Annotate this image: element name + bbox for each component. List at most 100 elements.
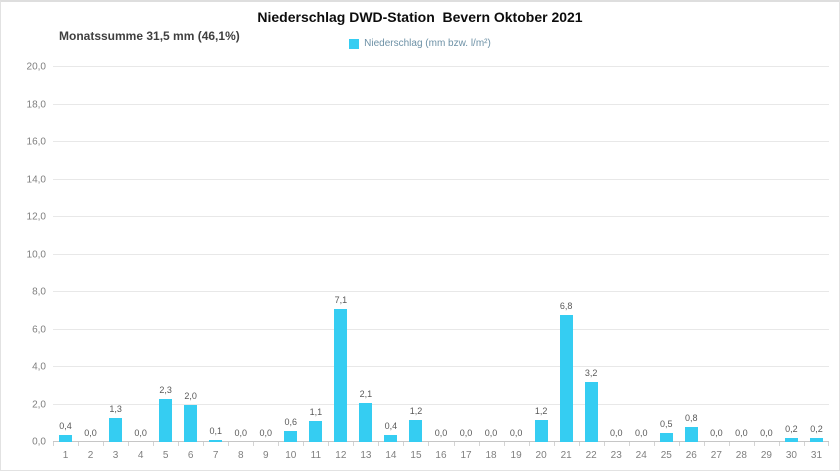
bar-column: 0,0 xyxy=(78,67,103,442)
bar-value-label: 0,0 xyxy=(84,428,97,438)
gridlines-area xyxy=(53,66,829,442)
bar-day-6[interactable] xyxy=(184,404,198,442)
x-axis-tick-label: 13 xyxy=(353,442,378,468)
x-axis-tick-label: 1 xyxy=(53,442,78,468)
bar-day-13[interactable] xyxy=(359,402,373,442)
bar-column: 0,2 xyxy=(804,67,829,442)
x-axis-tick-label: 11 xyxy=(303,442,328,468)
bar-day-25[interactable] xyxy=(659,432,673,442)
bar-column: 1,2 xyxy=(403,67,428,442)
y-axis-labels: 0,0 2,0 4,0 6,0 8,0 10,0 12,0 14,0 16,0 18,0 20,0 xyxy=(1,62,46,448)
bar-value-label: 2,1 xyxy=(359,388,373,399)
x-axis-tick-label: 29 xyxy=(753,442,779,468)
bar-value-label: 1,2 xyxy=(409,405,423,416)
bar-column: 0,0 xyxy=(228,67,253,442)
bar-column: 0,8 xyxy=(679,67,704,442)
bar-day-22[interactable] xyxy=(584,382,598,442)
bar-value-label: 0,5 xyxy=(660,418,673,429)
gridline xyxy=(53,216,829,217)
bar-value-label: 0,6 xyxy=(284,416,298,427)
bar-day-20[interactable] xyxy=(534,419,548,442)
x-axis-tick-label: 24 xyxy=(628,442,654,468)
gridline xyxy=(53,178,829,180)
bar-column: 0,0 xyxy=(754,67,779,442)
x-axis-tick-label: 20 xyxy=(528,442,554,468)
bar-column: 1,3 xyxy=(103,67,128,442)
bar-column: 0,0 xyxy=(454,67,479,442)
gridline xyxy=(53,366,829,367)
x-axis-tick-label: 9 xyxy=(253,442,278,468)
bar-column: 0,0 xyxy=(428,67,453,442)
bar-day-5[interactable] xyxy=(159,398,173,442)
x-axis-tick-label: 15 xyxy=(403,442,428,468)
x-axis-tick-label: 26 xyxy=(678,442,704,468)
bar-day-30[interactable] xyxy=(784,438,798,442)
bar-day-10[interactable] xyxy=(284,430,298,442)
y-axis-tick-label: 0,0 xyxy=(32,436,46,448)
x-axis-tick-label: 27 xyxy=(703,442,729,468)
x-axis-tick-label: 4 xyxy=(128,442,153,468)
x-axis-tick-label: 25 xyxy=(653,442,679,468)
bar-value-label: 0,0 xyxy=(710,428,723,438)
bar-column: 2,0 xyxy=(178,67,203,442)
bar-value-label: 0,1 xyxy=(209,426,222,437)
bar-day-14[interactable] xyxy=(384,434,398,442)
x-axis-tick-label: 7 xyxy=(203,442,228,468)
y-axis-tick-label: 6,0 xyxy=(32,324,46,335)
bar-column: 1,2 xyxy=(529,67,554,442)
legend-label: Niederschlag (mm bzw. l/m²) xyxy=(364,38,491,49)
bar-column: 1,1 xyxy=(303,67,328,442)
x-axis-tick-label: 17 xyxy=(453,442,479,468)
bar-column: 0,0 xyxy=(253,67,278,442)
x-axis-tick-label: 31 xyxy=(803,442,829,468)
bar-column: 0,0 xyxy=(629,67,654,442)
bar-value-label: 7,1 xyxy=(334,294,348,305)
bar-value-label: 0,0 xyxy=(259,428,273,438)
y-axis-tick-label: 8,0 xyxy=(32,286,46,298)
bar-day-1[interactable] xyxy=(59,434,73,442)
bars: 0,4 0,0 1,3 0,0 2,3 2,0 0,1 0,0 0,0 0,6 1,1 7,1 2,1 0… xyxy=(53,67,829,442)
x-axis-tick-label: 16 xyxy=(428,442,453,468)
gridline xyxy=(53,328,829,330)
y-axis-tick-label: 4,0 xyxy=(32,361,46,373)
x-axis-tick-label: 14 xyxy=(378,442,403,468)
bar-day-26[interactable] xyxy=(684,427,698,442)
bar-column: 0,0 xyxy=(729,67,754,442)
bar-column: 6,8 xyxy=(554,67,579,442)
x-axis-line xyxy=(53,441,829,442)
bar-day-12[interactable] xyxy=(334,308,348,442)
x-axis-tick-label: 12 xyxy=(328,442,353,468)
x-axis-tick-label: 21 xyxy=(553,442,579,468)
bar-day-31[interactable] xyxy=(809,438,823,442)
bar-day-21[interactable] xyxy=(559,314,573,442)
gridline xyxy=(53,253,829,255)
bar-day-3[interactable] xyxy=(109,417,123,442)
bar-value-label: 1,3 xyxy=(109,403,122,414)
bar-value-label: 0,0 xyxy=(760,428,773,438)
x-axis-tick-label: 2 xyxy=(78,442,103,468)
y-axis-tick-label: 20,0 xyxy=(26,61,46,73)
y-axis-tick-label: 10,0 xyxy=(26,249,46,260)
bar-column: 0,0 xyxy=(479,67,504,442)
gridline xyxy=(53,141,829,142)
bar-column: 0,0 xyxy=(128,67,153,442)
bar-day-7[interactable] xyxy=(209,440,223,442)
bar-column: 2,3 xyxy=(153,67,178,442)
x-axis-tick-label: 23 xyxy=(603,442,629,468)
bar-column: 0,2 xyxy=(779,67,804,442)
bar-column: 0,5 xyxy=(654,67,679,442)
bar-value-label: 0,0 xyxy=(134,428,147,438)
bar-value-label: 0,2 xyxy=(785,424,798,435)
y-axis-tick-label: 18,0 xyxy=(26,99,46,110)
bar-column: 0,0 xyxy=(504,67,529,442)
bar-value-label: 0,0 xyxy=(609,428,623,438)
bar-value-label: 0,8 xyxy=(685,413,698,423)
y-axis-tick-label: 12,0 xyxy=(26,211,46,223)
bar-value-label: 0,0 xyxy=(484,428,498,438)
x-axis: 1 2 3 4 5 6 7 8 9 10 11 12 13 14 15 16 17 18 19 20 21 22 23 24 2… xyxy=(53,442,829,468)
bar-day-15[interactable] xyxy=(409,419,423,442)
bar-value-label: 0,2 xyxy=(810,424,823,435)
legend[interactable]: Niederschlag (mm bzw. l/m²) xyxy=(1,38,839,49)
x-axis-tick-label: 8 xyxy=(228,442,253,468)
bar-day-11[interactable] xyxy=(309,421,323,442)
